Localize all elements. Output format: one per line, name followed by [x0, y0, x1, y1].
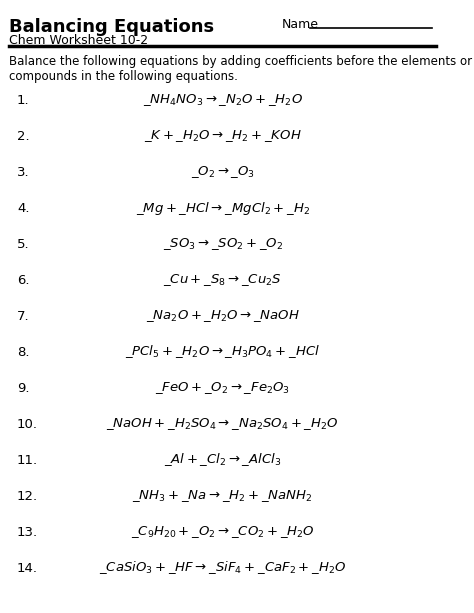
Text: 14.: 14.: [17, 562, 38, 574]
Text: 11.: 11.: [17, 454, 38, 466]
Text: $\_NH_4NO_3 \rightarrow \_N_2O + \_H_2O$: $\_NH_4NO_3 \rightarrow \_N_2O + \_H_2O$: [143, 92, 302, 108]
Text: $\_O_2 \rightarrow \_O_3$: $\_O_2 \rightarrow \_O_3$: [191, 164, 255, 180]
Text: $\_SO_3 \rightarrow \_SO_2 + \_O_2$: $\_SO_3 \rightarrow \_SO_2 + \_O_2$: [163, 236, 283, 252]
Text: Balance the following equations by adding coefficients before the elements or
co: Balance the following equations by addin…: [9, 55, 473, 83]
Text: $\_NH_3 + \_Na \rightarrow \_H_2 + \_NaNH_2$: $\_NH_3 + \_Na \rightarrow \_H_2 + \_NaN…: [132, 488, 313, 504]
Text: 5.: 5.: [17, 237, 29, 251]
Text: $\_CaSiO_3 + \_HF \rightarrow \_SiF_4 + \_CaF_2 + \_H_2O$: $\_CaSiO_3 + \_HF \rightarrow \_SiF_4 + …: [99, 560, 346, 576]
Text: Balancing Equations: Balancing Equations: [9, 18, 215, 36]
Text: 13.: 13.: [17, 525, 38, 538]
Text: $\_Na_2O + \_H_2O \rightarrow \_NaOH$: $\_Na_2O + \_H_2O \rightarrow \_NaOH$: [146, 308, 300, 324]
Text: $\_Cu + \_S_8 \rightarrow \_Cu_2S$: $\_Cu + \_S_8 \rightarrow \_Cu_2S$: [163, 272, 282, 288]
Text: 7.: 7.: [17, 310, 29, 322]
Text: $\_K + \_H_2O \rightarrow \_H_2 + \_KOH$: $\_K + \_H_2O \rightarrow \_H_2 + \_KOH$: [144, 128, 301, 144]
Text: Chem Worksheet 10-2: Chem Worksheet 10-2: [9, 34, 148, 47]
Text: $\_Mg + \_HCl \rightarrow \_MgCl_2 + \_H_2$: $\_Mg + \_HCl \rightarrow \_MgCl_2 + \_H…: [136, 199, 310, 216]
Text: $\_FeO + \_O_2 \rightarrow \_Fe_2O_3$: $\_FeO + \_O_2 \rightarrow \_Fe_2O_3$: [155, 380, 290, 396]
Text: 1.: 1.: [17, 94, 29, 107]
Text: 8.: 8.: [17, 346, 29, 359]
Text: 3.: 3.: [17, 166, 29, 178]
Text: $\_PCl_5 + \_H_2O \rightarrow \_H_3PO_4 + \_HCl$: $\_PCl_5 + \_H_2O \rightarrow \_H_3PO_4 …: [125, 343, 320, 360]
Text: 12.: 12.: [17, 490, 38, 503]
Text: $\_C_9H_{20} + \_O_2 \rightarrow \_CO_2 + \_H_2O$: $\_C_9H_{20} + \_O_2 \rightarrow \_CO_2 …: [131, 524, 314, 540]
Text: 10.: 10.: [17, 417, 38, 430]
Text: 2.: 2.: [17, 129, 29, 142]
Text: 9.: 9.: [17, 381, 29, 395]
Text: $\_NaOH + \_H_2SO_4 \rightarrow \_Na_2SO_4 + \_H_2O$: $\_NaOH + \_H_2SO_4 \rightarrow \_Na_2SO…: [106, 416, 339, 432]
Text: $\_Al + \_Cl_2 \rightarrow \_AlCl_3$: $\_Al + \_Cl_2 \rightarrow \_AlCl_3$: [164, 452, 281, 468]
Text: Name: Name: [282, 18, 319, 31]
Text: 4.: 4.: [17, 202, 29, 215]
Text: 6.: 6.: [17, 273, 29, 286]
